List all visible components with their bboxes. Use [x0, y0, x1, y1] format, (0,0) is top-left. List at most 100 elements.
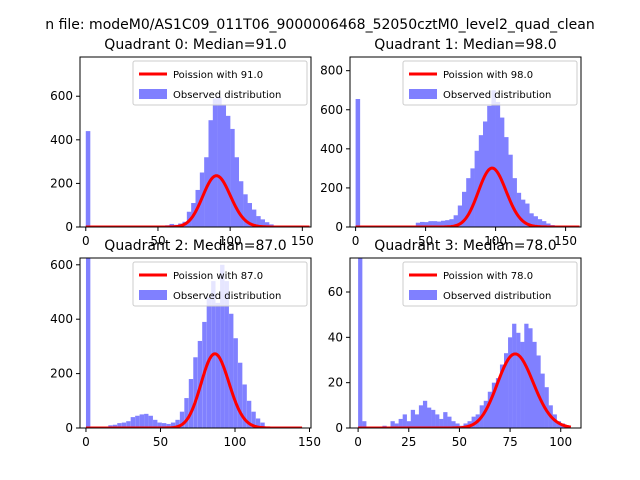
histogram-bar	[455, 423, 460, 428]
x-tick-label: 100	[484, 234, 507, 248]
histogram-bar	[474, 150, 480, 227]
histogram-bar	[445, 220, 450, 227]
histogram-bar	[504, 137, 509, 227]
histogram-bar	[544, 387, 549, 428]
legend-box	[132, 60, 308, 106]
y-tick-label: 200	[50, 367, 73, 381]
histogram-bar	[406, 421, 411, 428]
legend-entry-observed: Observed distribution	[173, 90, 281, 101]
histogram-bar	[256, 216, 261, 227]
histogram-bar	[362, 421, 367, 428]
y-tick-label: 0	[335, 421, 343, 435]
histogram-bar	[135, 415, 140, 428]
histogram-bar	[422, 400, 428, 428]
histogram-bar	[220, 264, 225, 428]
axes-frame	[349, 56, 582, 228]
histogram-bar	[457, 205, 463, 227]
histogram-bars	[355, 90, 555, 227]
legend-bar-swatch	[139, 89, 167, 99]
histogram-bar	[130, 417, 136, 428]
histogram-bar	[491, 382, 497, 428]
histogram-bar	[215, 302, 221, 428]
histogram-bar	[447, 416, 452, 428]
histogram-bar	[443, 412, 448, 428]
histogram-bar	[251, 411, 256, 428]
histogram-bar	[204, 157, 209, 227]
histogram-bar	[117, 423, 122, 428]
histogram-bar	[233, 338, 238, 428]
x-tick-label: 0	[354, 435, 362, 449]
histogram-bar	[260, 422, 265, 428]
histogram-bar	[148, 415, 153, 428]
legend-entry-fit: Poission with 98.0	[443, 70, 533, 81]
legend-bar-swatch	[409, 89, 437, 99]
x-tick-label: 0	[352, 234, 360, 248]
histogram-bar	[533, 216, 538, 227]
subplot-1: 0 50 100 150 0 200 400 600 800 Poission with 98.0…	[320, 37, 582, 248]
histogram-bar	[161, 423, 167, 428]
y-tick-label: 200	[50, 176, 73, 190]
histogram-bar	[427, 407, 432, 428]
x-tick-label: 50	[150, 234, 165, 248]
histogram-bar	[441, 220, 446, 227]
histogram-bar	[398, 418, 403, 428]
histogram-bar	[508, 154, 513, 227]
subplot-title: Quadrant 0: Median=91.0	[104, 37, 286, 53]
histogram-bar	[516, 332, 521, 428]
histogram-bar	[85, 131, 91, 227]
histogram-bar	[217, 97, 222, 227]
histogram-bar	[436, 221, 442, 227]
histogram-bar	[255, 418, 261, 428]
legend: Poission with 98.0 Observed distribution	[402, 60, 578, 106]
histogram-bar	[212, 98, 218, 227]
histogram-bar	[516, 192, 522, 227]
histogram-bar	[529, 213, 534, 227]
histogram-bar	[439, 418, 444, 428]
y-tick-label: 600	[50, 258, 73, 272]
histogram-bar	[420, 221, 425, 227]
histogram-bar	[410, 409, 416, 428]
histogram-bar	[512, 178, 517, 227]
x-tick-label: 0	[82, 435, 90, 449]
histogram-bar	[435, 414, 440, 428]
histogram-bar	[428, 221, 433, 227]
histogram-bar	[462, 191, 467, 227]
x-tick-label: 75	[502, 435, 517, 449]
histogram-bar	[495, 101, 501, 227]
y-tick-label: 0	[65, 421, 73, 435]
legend-entry-fit: Poission with 87.0	[173, 271, 263, 282]
histogram-bar	[418, 405, 424, 428]
histogram-bar	[157, 422, 162, 428]
histogram-bar	[251, 209, 257, 227]
histogram-bar	[121, 422, 127, 428]
histogram-bar	[499, 364, 505, 428]
histogram-bar	[144, 413, 149, 428]
y-tick-label: 400	[50, 312, 73, 326]
histogram-bar	[184, 398, 189, 428]
subplot-title: Quadrant 1: Median=98.0	[374, 37, 556, 53]
histogram-bar	[237, 362, 243, 428]
legend-bar-swatch	[139, 290, 167, 300]
histogram-bar	[247, 203, 253, 227]
histogram-bar	[449, 219, 454, 227]
subplot-0: 0 50 100 150 0 200 400 600 Poission with 91.0 Obs…	[50, 37, 314, 248]
histogram-bar	[431, 409, 436, 428]
histogram-bar	[112, 424, 118, 428]
histogram-bar	[126, 421, 131, 428]
histogram-bar	[358, 258, 363, 428]
axes-frame	[79, 257, 312, 429]
y-tick-label: 800	[320, 64, 343, 78]
y-tick-label: 0	[335, 220, 343, 234]
y-tick-label: 600	[50, 89, 73, 103]
subplot-title: Quadrant 3: Median=78.0	[374, 238, 556, 254]
x-tick-label: 50	[153, 435, 168, 449]
poisson-fit-line	[358, 352, 572, 428]
y-tick-label: 40	[328, 330, 343, 344]
histogram-bar	[153, 419, 158, 428]
histogram-bar	[243, 194, 248, 227]
histogram-bar	[487, 105, 492, 227]
histogram-bar	[504, 353, 509, 428]
histogram-bar	[234, 157, 240, 227]
subplot-title: Quadrant 2: Median=87.0	[104, 238, 286, 254]
